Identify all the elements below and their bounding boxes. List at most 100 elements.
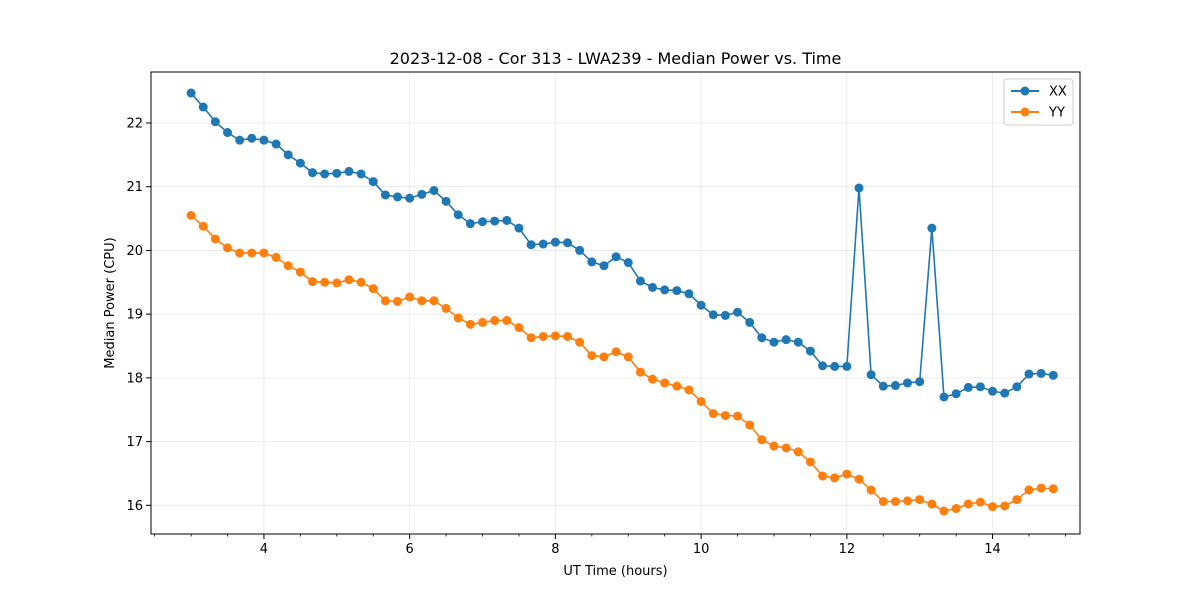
data-point-xx — [356, 169, 366, 179]
data-point-yy — [538, 331, 548, 341]
data-point-yy — [720, 410, 730, 420]
data-point-yy — [818, 471, 828, 481]
data-point-xx — [757, 333, 767, 343]
data-point-xx — [514, 223, 524, 233]
series-layer — [186, 88, 1058, 516]
data-point-yy — [757, 435, 767, 445]
data-point-xx — [660, 285, 670, 295]
data-point-xx — [1024, 369, 1034, 379]
data-point-xx — [769, 337, 779, 347]
data-point-yy — [344, 275, 354, 285]
data-point-yy — [295, 267, 305, 277]
data-point-yy — [648, 374, 658, 384]
data-point-yy — [490, 316, 500, 326]
x-tick-label: 8 — [551, 542, 559, 557]
data-point-xx — [235, 135, 245, 145]
data-point-yy — [684, 385, 694, 395]
data-point-xx — [368, 177, 378, 187]
data-point-xx — [915, 377, 925, 387]
data-point-xx — [793, 337, 803, 347]
data-point-yy — [453, 313, 463, 323]
data-point-xx — [903, 378, 913, 388]
data-point-xx — [878, 381, 888, 391]
data-point-xx — [1036, 368, 1046, 378]
x-axis-label: UT Time (hours) — [563, 564, 667, 579]
series-xx — [186, 88, 1058, 402]
data-point-xx — [478, 217, 488, 227]
data-point-yy — [963, 499, 973, 509]
data-point-yy — [392, 296, 402, 306]
data-point-yy — [368, 284, 378, 294]
data-point-xx — [854, 183, 864, 193]
data-point-yy — [235, 248, 245, 258]
data-point-yy — [1012, 495, 1022, 505]
y-tick-label: 17 — [126, 435, 143, 450]
data-point-yy — [465, 319, 475, 329]
x-tick-label: 12 — [839, 542, 856, 557]
data-point-xx — [672, 286, 682, 296]
data-point-yy — [878, 497, 888, 507]
data-point-yy — [660, 378, 670, 388]
x-tick-label: 4 — [260, 542, 268, 557]
y-tick-label: 19 — [126, 308, 143, 323]
y-axis-label: Median Power (CPU) — [103, 237, 118, 368]
data-point-xx — [587, 257, 597, 267]
axis-ticks: 4 6 8 10 12 14 16 17 18 19 20 21 22 — [126, 116, 1066, 557]
y-tick-label: 18 — [126, 371, 143, 386]
legend-marker-yy — [1020, 107, 1030, 117]
data-point-xx — [1012, 382, 1022, 392]
data-point-xx — [344, 166, 354, 176]
data-point-xx — [830, 361, 840, 371]
data-point-xx — [526, 240, 536, 250]
data-point-xx — [805, 346, 815, 356]
data-point-yy — [951, 504, 961, 514]
legend-label-xx: XX — [1049, 85, 1067, 100]
data-point-xx — [842, 361, 852, 371]
data-point-xx — [502, 215, 512, 225]
x-tick-label: 6 — [406, 542, 414, 557]
data-point-yy — [417, 296, 427, 306]
data-point-xx — [441, 196, 451, 206]
data-point-yy — [429, 296, 439, 306]
data-point-xx — [271, 139, 281, 149]
data-point-xx — [939, 392, 949, 402]
y-tick-label: 21 — [126, 180, 143, 195]
data-point-xx — [927, 223, 937, 233]
data-point-yy — [903, 496, 913, 506]
data-point-xx — [210, 117, 220, 127]
data-point-yy — [1048, 484, 1058, 494]
data-point-yy — [793, 447, 803, 457]
chart-title: 2023-12-08 - Cor 313 - LWA239 - Median P… — [390, 49, 842, 68]
data-point-xx — [490, 216, 500, 226]
data-point-xx — [951, 389, 961, 399]
x-tick-label: 10 — [693, 542, 710, 557]
data-point-yy — [320, 277, 330, 287]
data-point-yy — [939, 506, 949, 516]
data-point-yy — [514, 323, 524, 333]
legend-marker-xx — [1020, 86, 1030, 96]
data-point-yy — [247, 248, 257, 258]
data-point-yy — [405, 292, 415, 302]
data-point-xx — [988, 386, 998, 396]
data-point-yy — [441, 303, 451, 313]
data-point-xx — [745, 317, 755, 327]
data-point-xx — [186, 88, 196, 98]
series-yy — [186, 210, 1058, 516]
data-point-xx — [1048, 370, 1058, 380]
data-point-xx — [538, 239, 548, 249]
data-point-yy — [356, 277, 366, 287]
legend: XX YY — [1003, 78, 1074, 126]
data-point-xx — [963, 382, 973, 392]
data-point-yy — [866, 485, 876, 495]
data-point-yy — [380, 296, 390, 306]
data-point-xx — [720, 310, 730, 320]
data-point-yy — [733, 411, 743, 421]
x-tick-label: 14 — [984, 542, 1001, 557]
data-point-xx — [550, 237, 560, 247]
data-point-yy — [186, 210, 196, 220]
data-point-yy — [587, 351, 597, 361]
data-point-yy — [502, 316, 512, 326]
y-tick-label: 20 — [126, 244, 143, 259]
